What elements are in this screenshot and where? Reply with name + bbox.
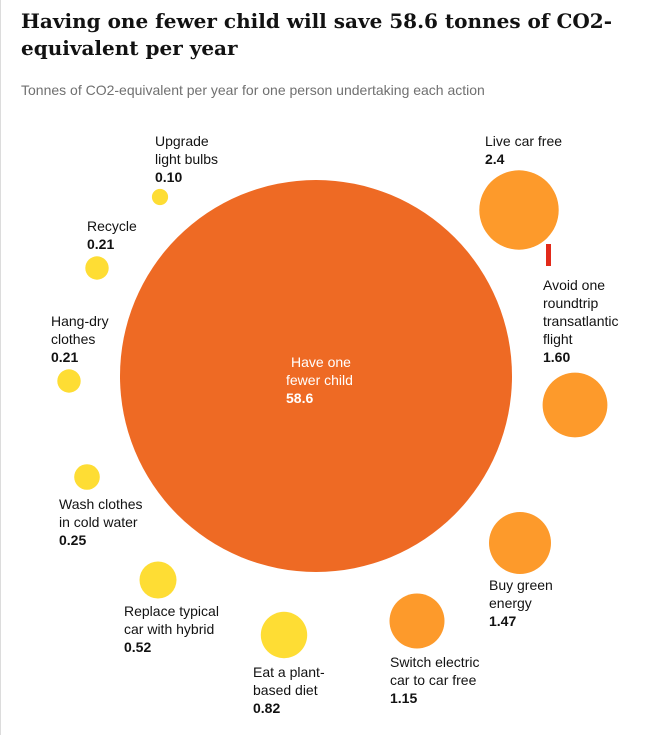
bubble-recycle xyxy=(85,256,109,280)
bubble-label-avoid-one-roundtrip-transatlantic-flight: flight xyxy=(543,331,573,347)
bubble-value-upgrade-light-bulbs: 0.10 xyxy=(155,169,182,185)
bubble-label-hang-dry-clothes: Hang-dry xyxy=(51,313,109,329)
bubble-label-replace-typical-car-with-hybrid: car with hybrid xyxy=(124,621,214,637)
bubble-avoid-one-roundtrip-transatlantic-flight xyxy=(542,372,608,438)
chart-title: Having one fewer child will save 58.6 to… xyxy=(21,9,613,60)
bubble-hang-dry-clothes xyxy=(57,369,81,393)
chart-subtitle: Tonnes of CO2-equivalent per year for on… xyxy=(21,82,485,98)
bubble-value-avoid-one-roundtrip-transatlantic-flight: 1.60 xyxy=(543,349,570,365)
bubble-label-upgrade-light-bulbs: light bulbs xyxy=(155,151,218,167)
bubble-replace-typical-car-with-hybrid xyxy=(139,561,177,599)
bubble-value-have-one-fewer-child: 58.6 xyxy=(286,390,313,406)
bubble-label-eat-a-plant-based-diet: based diet xyxy=(253,682,318,698)
bubble-label-upgrade-light-bulbs: Upgrade xyxy=(155,133,209,149)
bubble-label-switch-electric-car-to-car-free: Switch electric xyxy=(390,654,479,670)
bubble-label-wash-clothes-in-cold-water: Wash clothes xyxy=(59,496,143,512)
bubble-value-eat-a-plant-based-diet: 0.82 xyxy=(253,700,280,716)
bubble-switch-electric-car-to-car-free xyxy=(389,593,445,649)
bubble-value-replace-typical-car-with-hybrid: 0.52 xyxy=(124,639,151,655)
bubble-label-replace-typical-car-with-hybrid: Replace typical xyxy=(124,603,219,619)
bubble-buy-green-energy xyxy=(489,512,551,574)
bubble-label-have-one-fewer-child: fewer child xyxy=(286,372,353,388)
bubble-wash-clothes-in-cold-water xyxy=(74,464,100,490)
bubble-value-switch-electric-car-to-car-free: 1.15 xyxy=(390,690,417,706)
bubble-label-buy-green-energy: energy xyxy=(489,595,532,611)
bubble-label-have-one-fewer-child: Have one xyxy=(291,354,351,370)
bubble-label-buy-green-energy: Buy green xyxy=(489,577,553,593)
bubble-eat-a-plant-based-diet xyxy=(260,611,308,659)
bubble-value-recycle: 0.21 xyxy=(87,236,114,252)
bubble-label-avoid-one-roundtrip-transatlantic-flight: roundtrip xyxy=(543,295,598,311)
bubble-label-switch-electric-car-to-car-free: car to car free xyxy=(390,672,477,688)
bubble-label-wash-clothes-in-cold-water: in cold water xyxy=(59,514,138,530)
bubble-label-live-car-free: Live car free xyxy=(485,133,562,149)
red-marker xyxy=(546,244,551,266)
bubble-label-avoid-one-roundtrip-transatlantic-flight: Avoid one xyxy=(543,277,605,293)
bubble-value-live-car-free: 2.4 xyxy=(485,151,505,167)
bubble-label-eat-a-plant-based-diet: Eat a plant- xyxy=(253,664,325,680)
bubble-upgrade-light-bulbs xyxy=(151,188,169,206)
bubble-label-recycle: Recycle xyxy=(87,218,137,234)
bubble-value-hang-dry-clothes: 0.21 xyxy=(51,349,78,365)
bubble-label-hang-dry-clothes: clothes xyxy=(51,331,95,347)
bubble-value-buy-green-energy: 1.47 xyxy=(489,613,516,629)
bubble-have-one-fewer-child xyxy=(120,180,512,572)
bubble-value-wash-clothes-in-cold-water: 0.25 xyxy=(59,532,86,548)
bubble-live-car-free xyxy=(479,170,559,250)
bubble-label-avoid-one-roundtrip-transatlantic-flight: transatlantic xyxy=(543,313,618,329)
